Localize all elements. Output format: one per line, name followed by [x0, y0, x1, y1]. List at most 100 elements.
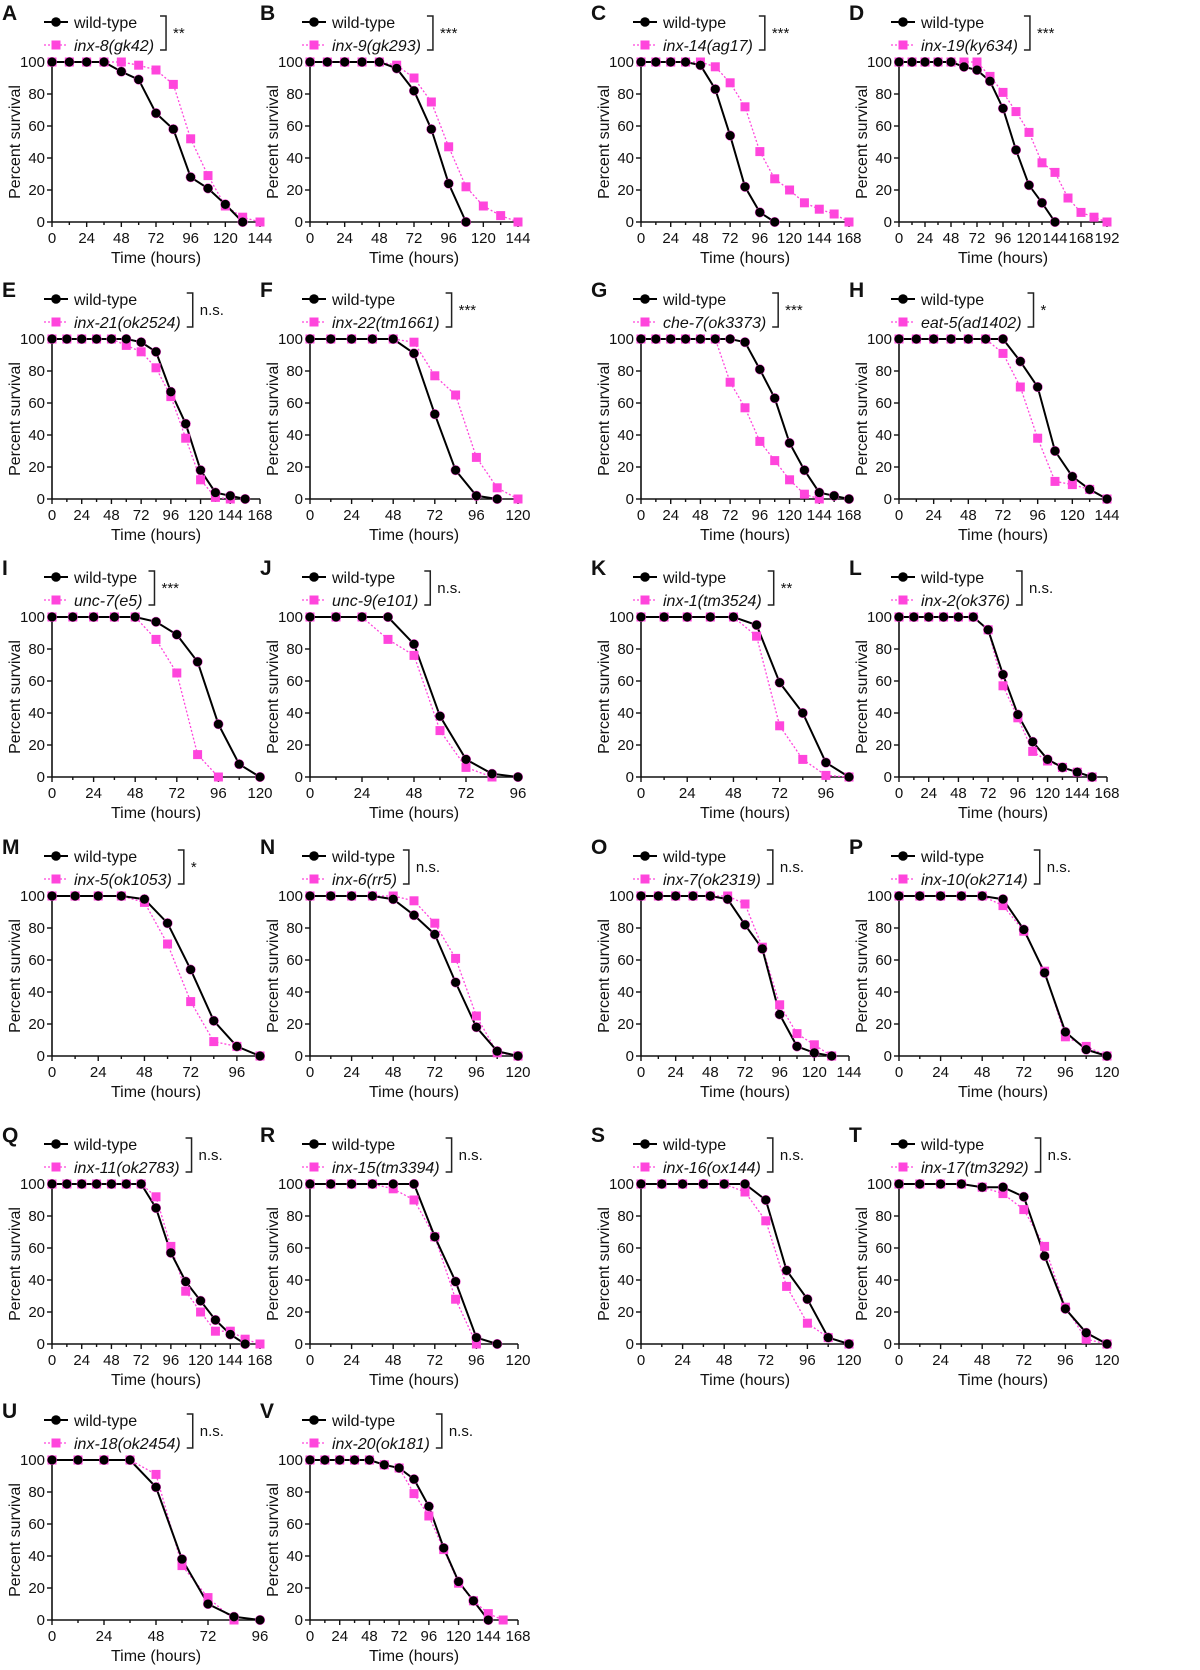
- x-tick-label: 72: [737, 1064, 754, 1081]
- mutant-data-point: [255, 217, 265, 227]
- mutant-data-point: [1050, 167, 1060, 177]
- wild-type-data-point: [1032, 381, 1043, 393]
- x-tick-label: 144: [476, 1628, 501, 1645]
- legend: wild-type inx-2(ok376) n.s.: [891, 570, 1053, 610]
- mutant-data-point: [136, 347, 146, 357]
- legend: wild-type inx-6(rr5) n.s.: [302, 849, 440, 889]
- y-axis-title: Percent survival: [7, 362, 24, 476]
- mutant-data-point: [1037, 158, 1047, 168]
- mutant-data-point: [163, 939, 173, 949]
- legend-mutant-label: inx-5(ok1053): [74, 872, 172, 889]
- legend-wild-type-marker: [309, 572, 319, 582]
- wild-type-data-point: [893, 890, 905, 902]
- x-tick-label: 144: [247, 230, 272, 247]
- x-tick-label: 0: [637, 507, 645, 524]
- x-tick-label: 96: [818, 785, 835, 802]
- legend: wild-type inx-1(tm3524) **: [633, 570, 793, 610]
- mutant-data-point: [151, 1469, 161, 1479]
- x-tick-label: 72: [133, 507, 150, 524]
- x-tick-label: 120: [446, 1628, 471, 1645]
- y-tick-label: 0: [37, 769, 45, 786]
- legend-wild-type-marker: [51, 1415, 61, 1425]
- x-tick-label: 120: [505, 507, 530, 524]
- x-tick-label: 96: [421, 1628, 438, 1645]
- x-tick-label: 168: [1068, 230, 1093, 247]
- mutant-data-point: [1050, 476, 1060, 486]
- y-tick-label: 40: [617, 1272, 634, 1289]
- wild-type-data-point: [725, 333, 736, 345]
- legend-wild-type-marker: [309, 294, 319, 304]
- x-axis-title: Time (hours): [958, 250, 1048, 267]
- wild-type-data-point: [809, 1047, 820, 1058]
- legend-mutant-marker: [898, 874, 908, 884]
- legend-mutant-marker: [51, 317, 61, 327]
- y-tick-label: 0: [626, 1048, 634, 1065]
- wild-type-data-point: [1018, 924, 1029, 935]
- x-tick-label: 96: [163, 1352, 180, 1369]
- legend-wild-type-marker: [640, 17, 650, 27]
- panel-label: I: [2, 557, 8, 580]
- significance-label: ***: [772, 25, 790, 42]
- wild-type-data-point: [210, 487, 221, 498]
- mutant-data-point: [761, 1216, 771, 1226]
- wild-type-curve: [899, 616, 1093, 778]
- panel-label: O: [591, 836, 607, 859]
- wild-type-data-point: [893, 56, 905, 68]
- y-tick-label: 20: [875, 182, 892, 199]
- wild-type-data-point: [453, 1576, 464, 1587]
- wild-type-data-point: [121, 333, 132, 345]
- wild-type-data-point: [374, 56, 385, 68]
- x-tick-label: 48: [406, 785, 423, 802]
- legend-wild-type-label: wild-type: [73, 15, 137, 32]
- y-tick-label: 60: [28, 952, 45, 969]
- x-tick-label: 168: [836, 230, 861, 247]
- wild-type-data-point: [739, 1178, 751, 1190]
- wild-type-data-point: [906, 56, 918, 68]
- y-tick-label: 100: [20, 609, 45, 626]
- legend-mutant-marker: [309, 1162, 319, 1172]
- y-tick-label: 100: [20, 888, 45, 905]
- wild-type-data-point: [774, 1009, 785, 1020]
- y-tick-label: 60: [617, 118, 634, 135]
- y-tick-label: 80: [875, 1208, 892, 1225]
- legend: wild-type inx-16(ox144) n.s.: [633, 1137, 804, 1177]
- mutant-data-point: [435, 726, 445, 736]
- y-axis-title: Percent survival: [596, 919, 613, 1033]
- wild-type-data-point: [908, 611, 919, 623]
- x-tick-label: 96: [752, 230, 769, 247]
- x-tick-label: 24: [331, 1628, 348, 1645]
- wild-type-data-point: [1012, 709, 1023, 720]
- y-tick-label: 0: [884, 1048, 892, 1065]
- significance-label: n.s.: [459, 1147, 483, 1164]
- x-tick-label: 0: [48, 230, 56, 247]
- mutant-data-point: [151, 65, 161, 75]
- mutant-data-point: [451, 1294, 461, 1304]
- wild-type-data-point: [180, 418, 191, 429]
- wild-type-data-point: [136, 337, 147, 348]
- legend-mutant-label: inx-1(tm3524): [663, 593, 762, 610]
- significance-bracket: [186, 292, 194, 328]
- mutant-data-point: [213, 772, 223, 782]
- significance-label: ***: [161, 580, 179, 597]
- panel-label: L: [849, 557, 862, 580]
- y-tick-label: 20: [875, 1016, 892, 1033]
- wild-type-data-point: [1049, 445, 1061, 457]
- wild-type-data-point: [367, 1178, 378, 1190]
- wild-type-data-point: [893, 611, 905, 623]
- mutant-data-point: [799, 489, 809, 499]
- legend-mutant-marker: [51, 40, 61, 50]
- x-tick-label: 24: [354, 785, 371, 802]
- x-tick-label: 120: [777, 507, 802, 524]
- wild-type-data-point: [1039, 1250, 1050, 1262]
- wild-type-data-point: [150, 346, 162, 357]
- wild-type-data-point: [938, 611, 949, 623]
- x-tick-label: 0: [637, 1064, 645, 1081]
- legend-mutant-label: inx-22(tm1661): [332, 315, 440, 332]
- y-tick-label: 80: [617, 920, 634, 937]
- x-tick-label: 144: [1065, 785, 1090, 802]
- wild-type-data-point: [935, 890, 946, 902]
- mutant-curve: [52, 61, 261, 223]
- legend-wild-type-label: wild-type: [73, 292, 137, 309]
